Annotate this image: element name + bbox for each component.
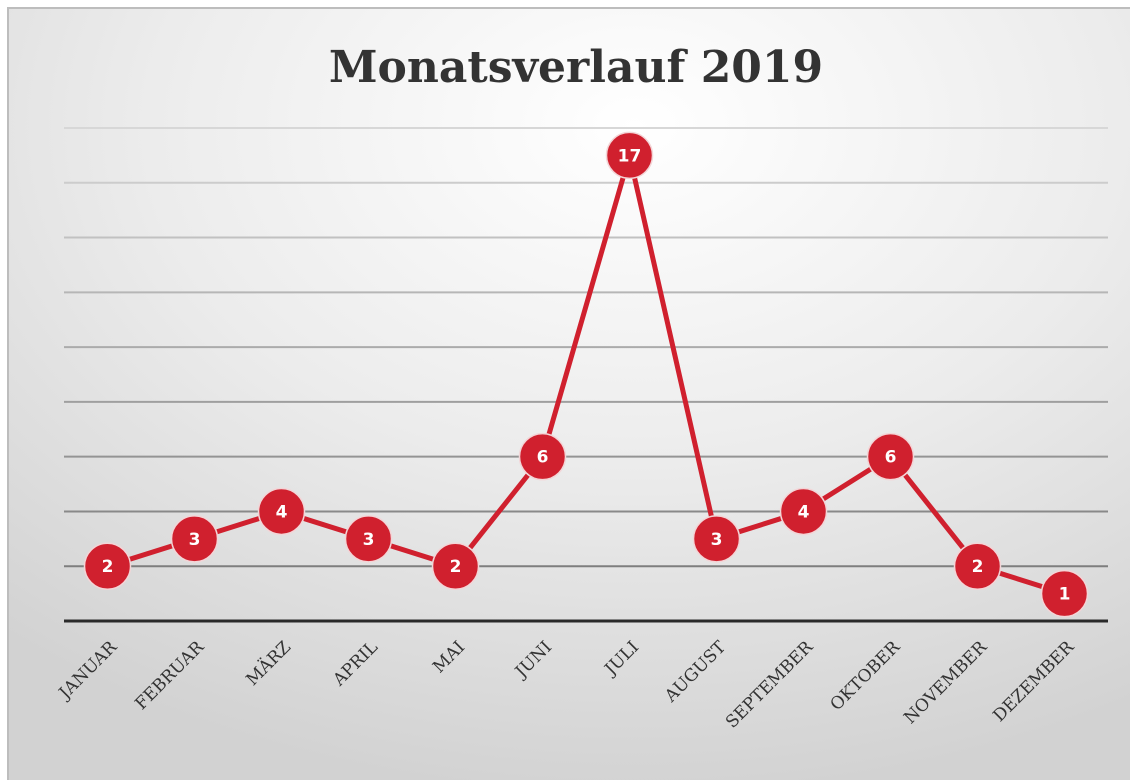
point: [257, 487, 306, 536]
value-label: 1: [1059, 585, 1071, 605]
chart-title: Monatsverlauf 2019: [329, 42, 823, 93]
point: [344, 515, 393, 563]
value-label: 4: [276, 502, 288, 522]
value-label: 6: [885, 448, 897, 468]
point: [605, 131, 654, 180]
value-label: 6: [537, 448, 549, 468]
point: [866, 432, 915, 481]
point: [83, 542, 132, 590]
value-label: 3: [189, 530, 201, 550]
point: [518, 432, 567, 481]
point: [692, 515, 741, 563]
value-label: 17: [618, 146, 642, 166]
point: [953, 542, 1002, 590]
value-label: 4: [798, 502, 810, 522]
value-label: 2: [972, 557, 984, 577]
panel: [7, 7, 1130, 780]
value-label: 3: [363, 530, 375, 550]
point: [170, 515, 219, 563]
point: [779, 487, 828, 536]
value-label: 2: [450, 557, 462, 577]
point: [1040, 569, 1089, 618]
value-label: 2: [102, 557, 114, 577]
value-label: 3: [711, 530, 723, 550]
point: [431, 542, 480, 590]
